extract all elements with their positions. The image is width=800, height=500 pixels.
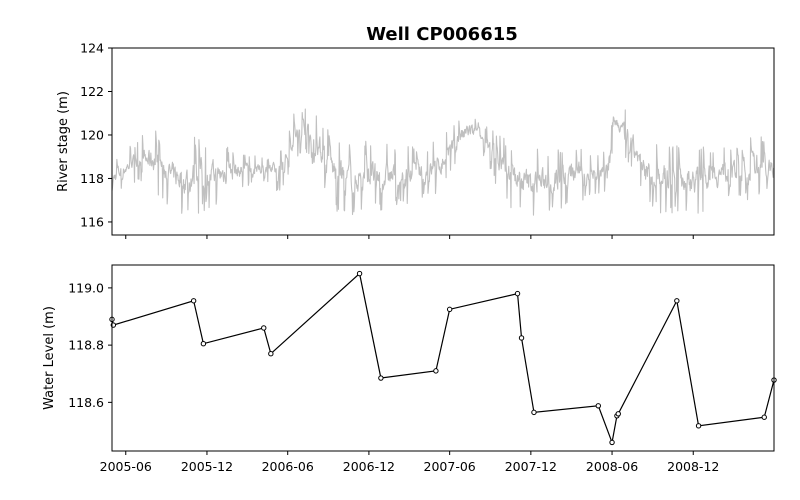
water-level-point [531,409,537,416]
water-level-point [514,290,521,297]
water-level-point [433,368,439,374]
y-tick-label: 118 [80,171,104,186]
y-tick-label: 116 [80,214,104,229]
water-level-point [446,306,453,313]
water-level-point [356,270,363,277]
water-level-point [609,439,615,446]
water-level-point [695,423,702,429]
river-stage-y-axis-title: River stage (m) [56,91,71,192]
river-stage-line [111,108,775,216]
y-tick-label: 124 [80,41,104,56]
water-level-point [761,414,767,420]
water-level-point [268,351,274,357]
water-level-x-axis: 2005-06 2005-12 2006-06 2006-12 2007-06 2007-… [100,451,719,474]
water-level-point [190,298,197,304]
water-level-point [261,325,267,331]
y-tick-label: 122 [80,84,104,99]
y-tick-label: 118.6 [68,395,104,410]
x-tick-label: 2005-06 [100,459,152,474]
y-tick-label: 120 [80,127,104,142]
x-tick-label: 2006-12 [343,459,395,474]
river-stage-plot-frame [111,47,775,236]
x-tick-label: 2007-06 [424,459,476,474]
chart-title: Well CP006615 [366,24,518,45]
x-tick-label: 2008-06 [586,459,638,474]
x-tick-label: 2006-06 [262,459,314,474]
x-tick-label: 2007-12 [505,459,557,474]
river-stage-y-axis: 116 118 120 122 124 [80,41,112,229]
water-level-point [595,403,601,409]
water-level-point [200,340,207,347]
river-stage-x-ticks [125,235,694,239]
water-level-plot-frame [111,264,775,452]
water-level-point [615,411,621,417]
x-tick-label: 2008-12 [667,459,719,474]
y-tick-label: 119.0 [68,280,104,295]
water-level-line [111,272,775,445]
river-stage-panel: 116 118 120 122 124 River stage (m) [56,41,775,239]
x-tick-label: 2005-12 [181,459,233,474]
water-level-point [378,375,384,381]
water-level-y-axis: 118.6 118.8 119.0 [68,280,112,410]
water-level-point [518,335,525,341]
river-stage-series [111,108,775,216]
water-level-point [674,298,680,304]
water-level-series [109,270,777,446]
y-tick-label: 118.8 [68,338,104,353]
water-level-y-axis-title: Water Level (m) [42,306,57,410]
